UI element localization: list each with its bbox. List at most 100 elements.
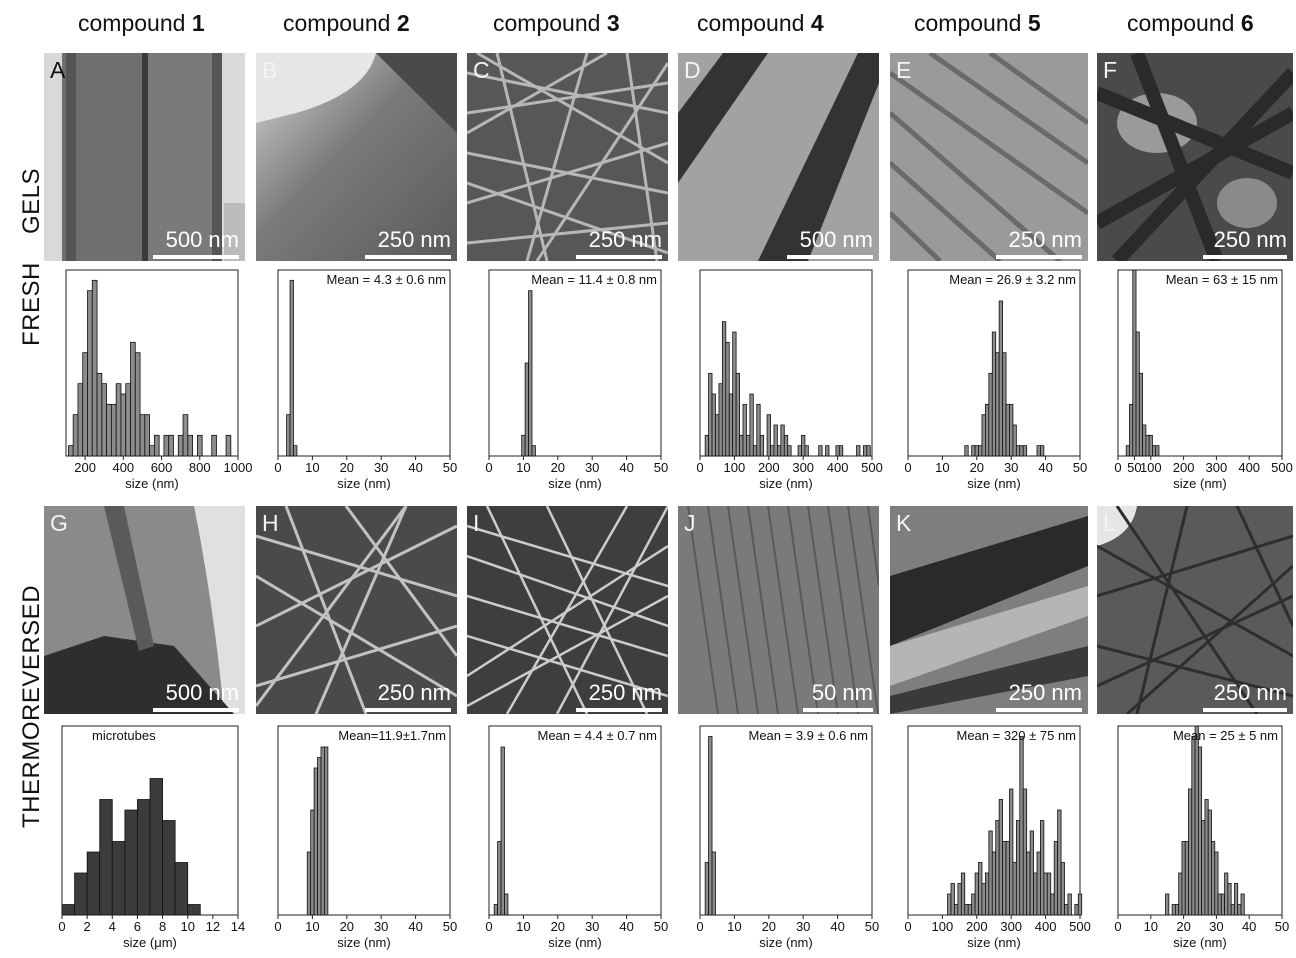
- histogram-bar: [746, 434, 751, 457]
- row-header-fresh: FRESH: [18, 262, 45, 346]
- column-header-4: compound 4: [697, 10, 824, 36]
- x-tick-label: 40: [408, 460, 422, 475]
- histogram-bar: [954, 904, 959, 916]
- x-tick-label: 0: [696, 919, 703, 934]
- histogram-bar: [797, 445, 802, 457]
- histogram-bar: [759, 434, 765, 457]
- histogram-bar: [1009, 788, 1014, 916]
- panel-letter: F: [1103, 57, 1118, 83]
- histogram-bar: [1012, 424, 1017, 457]
- x-tick-label: 40: [619, 919, 633, 934]
- histogram-bar: [91, 279, 98, 457]
- x-tick-label: 20: [551, 919, 565, 934]
- x-axis-label: size (nm): [967, 935, 1020, 950]
- histogram-bar: [187, 434, 194, 457]
- histogram-bar: [1178, 872, 1183, 916]
- micrograph-A: A 500 nm: [44, 53, 245, 261]
- histogram-bar: [804, 445, 809, 457]
- x-tick-label: 50: [1275, 919, 1289, 934]
- histogram-svg: 0 2 4 6 8 10 12 14 size (μm) microtubes: [58, 725, 245, 950]
- histogram-bar: [1135, 331, 1140, 457]
- histogram-bar: [106, 403, 112, 457]
- x-tick-label: 300: [792, 460, 814, 475]
- histogram-bar: [137, 799, 151, 916]
- x-tick-label: 10: [180, 919, 194, 934]
- histogram-bar: [1207, 809, 1212, 916]
- micrograph-H: H 250 nm: [256, 506, 457, 714]
- histogram-svg: 0 10 20 30 40 50 size (nm) Mean = 11.4 ± 0.8 nm: [485, 269, 668, 491]
- histogram-bar: [67, 445, 74, 457]
- histogram-bar: [130, 341, 136, 457]
- histogram-bar: [971, 893, 976, 916]
- histogram-bar: [708, 736, 713, 916]
- histogram-bar: [780, 424, 785, 457]
- histogram-thermo-5: 0 100 200 300 400 500 size (nm) Mean = 320 ± 75…: [886, 722, 1094, 953]
- histogram-bar: [196, 434, 203, 457]
- histogram-bar: [1142, 424, 1147, 457]
- histogram-bar: [211, 434, 217, 457]
- histogram-bar: [818, 445, 823, 457]
- histogram-bar: [998, 300, 1004, 457]
- panel-letter: J: [684, 510, 696, 536]
- histogram-bar: [974, 445, 979, 457]
- x-tick-label: 600: [151, 460, 173, 475]
- histogram-bar: [324, 746, 329, 916]
- x-tick-label: 40: [1242, 919, 1256, 934]
- micrograph-J: J 50 nm: [678, 506, 879, 714]
- histogram-bar: [1040, 445, 1045, 457]
- histogram-bar: [1067, 893, 1072, 916]
- histogram-bar: [1197, 746, 1203, 916]
- histogram-bar: [995, 820, 1000, 916]
- x-tick-label: 0: [1114, 919, 1121, 934]
- x-tick-label: 50: [443, 460, 457, 475]
- histogram-bar: [1194, 725, 1199, 916]
- histogram-bar: [964, 445, 969, 457]
- x-tick-label: 12: [206, 919, 220, 934]
- histogram-bar: [82, 352, 88, 457]
- histogram-bar: [1064, 904, 1069, 916]
- x-axis-label: size (nm): [125, 476, 178, 491]
- histogram-bar: [96, 372, 103, 457]
- histogram-bar: [718, 383, 723, 457]
- column-header-3: compound 3: [493, 10, 620, 36]
- histogram-bar: [978, 445, 983, 457]
- scale-bar: 500 nm: [153, 227, 239, 259]
- x-tick-label: 10: [516, 460, 530, 475]
- x-tick-label: 40: [830, 919, 844, 934]
- histogram-bar: [1214, 851, 1219, 916]
- histogram-bar: [99, 799, 113, 916]
- histogram-thermo-3: 0 10 20 30 40 50 size (nm) Mean = 4.4 ± 0.7 nm: [467, 722, 675, 953]
- histogram-fresh-2: 0 10 20 30 40 50 size (nm) Mean = 4.3 ± 0.6 nm: [256, 266, 464, 494]
- scale-bar: 50 nm: [803, 680, 873, 712]
- histogram-thermo-4: 0 10 20 30 40 50 size (nm) Mean = 3.9 ± 0.6 nm: [678, 722, 886, 953]
- x-axis-label: size (μm): [123, 935, 177, 950]
- histogram-bar: [967, 904, 973, 916]
- histogram-bar: [711, 393, 716, 457]
- column-header-6: compound 6: [1127, 10, 1254, 36]
- histogram-bar: [978, 862, 983, 916]
- histogram-bar: [317, 757, 322, 916]
- histogram-bar: [149, 778, 163, 916]
- x-tick-label: 30: [374, 919, 388, 934]
- histogram-bar: [835, 445, 840, 457]
- histogram-bar: [1002, 841, 1007, 916]
- scale-bar: 250 nm: [576, 680, 662, 712]
- histogram-bar: [1036, 445, 1041, 457]
- histogram-bar: [1132, 269, 1137, 457]
- x-tick-label: 500: [1069, 919, 1091, 934]
- histogram-bar: [1043, 872, 1048, 916]
- histogram-bar: [1211, 841, 1216, 916]
- histogram-bar: [101, 383, 108, 457]
- x-axis-label: size (nm): [1173, 476, 1226, 491]
- scale-bar: 250 nm: [996, 680, 1082, 712]
- histogram-bar: [1019, 445, 1024, 457]
- histogram-fresh-5: 0 10 20 30 40 50 size (nm) Mean = 26.9 ± 3.2 nm: [886, 266, 1094, 494]
- histogram-bar: [1148, 434, 1153, 457]
- x-tick-label: 0: [1114, 460, 1121, 475]
- histogram-bar: [715, 414, 720, 457]
- scale-bar: 250 nm: [1203, 680, 1287, 712]
- histogram-bar: [773, 424, 778, 457]
- x-axis-label: size (nm): [337, 476, 390, 491]
- histogram-bar: [787, 445, 792, 457]
